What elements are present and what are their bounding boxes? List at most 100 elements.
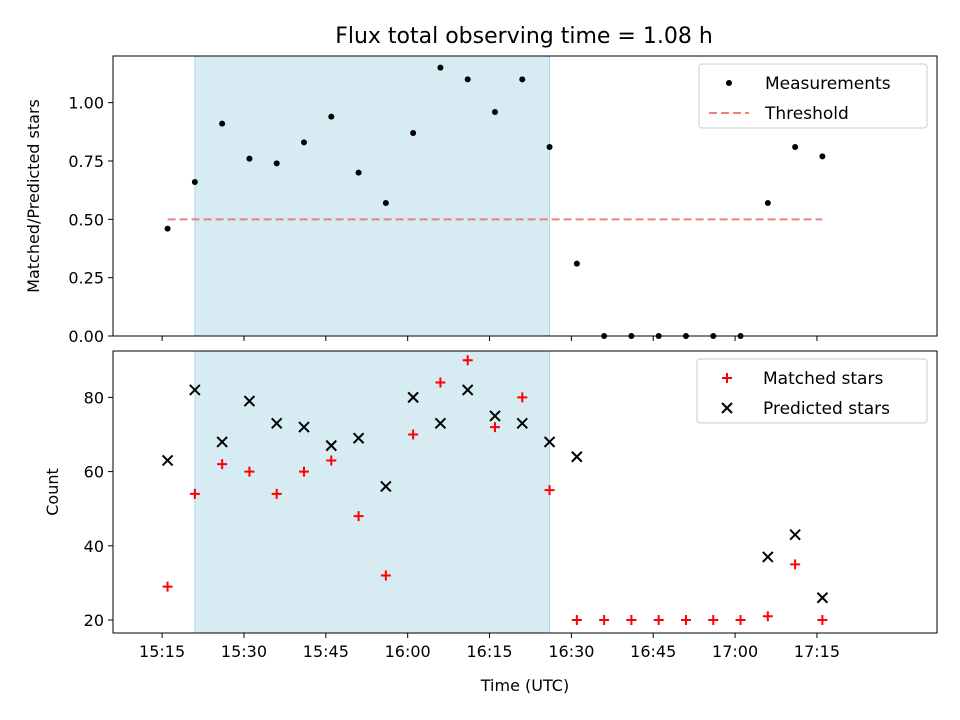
matched-point (489, 422, 500, 433)
y-tick-label: 20 (84, 611, 104, 630)
predicted-point (789, 528, 801, 541)
y-tick-label: 0.75 (68, 152, 104, 171)
measurement-point (164, 225, 171, 232)
measurement-point (219, 120, 226, 127)
measurement-point (819, 153, 826, 160)
y-tick-label: 40 (84, 537, 104, 556)
measurement-point (246, 155, 253, 162)
predicted-point (489, 410, 501, 422)
y-tick-label: 0.00 (68, 327, 104, 346)
legend-matched-marker (722, 373, 732, 383)
matched-point (735, 615, 746, 626)
measurement-point (410, 130, 417, 136)
measurement-point (328, 113, 335, 120)
predicted-point (380, 480, 392, 493)
matched-point (408, 429, 419, 440)
measurement-point (464, 76, 471, 83)
x-tick-label: 17:00 (712, 642, 758, 661)
legend-label: Predicted stars (763, 399, 890, 419)
x-tick-label: 15:30 (221, 642, 267, 661)
matched-point (244, 466, 255, 477)
matched-point (298, 466, 309, 477)
predicted-point (434, 417, 447, 430)
matched-point (790, 559, 801, 570)
legend-label: Matched stars (763, 369, 883, 389)
matched-point (599, 615, 610, 626)
matched-point (326, 455, 337, 466)
x-tick-label: 15:45 (303, 642, 349, 661)
matched-point (626, 615, 637, 626)
measurement-point (382, 200, 389, 206)
measurement-point (573, 260, 580, 267)
matched-point (653, 615, 664, 626)
matched-point (189, 488, 200, 499)
predicted-point (271, 417, 283, 430)
legend-box (696, 358, 928, 424)
axes-frame (112, 55, 938, 337)
y-tick-label: 1.00 (68, 94, 104, 113)
matched-point (544, 485, 555, 496)
predicted-point (216, 436, 228, 448)
y-tick-label: 0.25 (68, 269, 104, 288)
matched-point (762, 611, 773, 622)
x-tick-label: 15:15 (139, 642, 185, 661)
y-tick-label: 60 (84, 463, 104, 482)
y-tick-label: 0.50 (68, 210, 104, 229)
measurement-point (764, 200, 771, 206)
predicted-point (543, 436, 556, 448)
measurement-point (792, 144, 799, 150)
matched-point (435, 377, 446, 388)
measurement-point (300, 139, 307, 146)
matched-point (708, 615, 719, 626)
x-axis-label: Time (UTC) (480, 676, 569, 695)
chart-title: Flux total observing time = 1.08 h (335, 24, 713, 49)
x-tick-label: 16:00 (385, 642, 431, 661)
predicted-point (571, 451, 583, 463)
matched-point (817, 615, 828, 626)
matched-point (680, 615, 691, 626)
measurement-point (437, 64, 444, 71)
matched-point (571, 615, 582, 626)
predicted-point (325, 439, 337, 452)
y-tick-label: 80 (84, 388, 104, 407)
top-plot: 0.00 0.25 0.50 0.75 1.00 Matched/Predicted st… (24, 55, 938, 346)
measurement-point (355, 169, 362, 176)
y-axis-label: Matched/Predicted stars (24, 99, 43, 293)
measurement-point (273, 160, 280, 167)
shaded-interval (194, 350, 551, 634)
x-tick-label: 17:15 (794, 642, 840, 661)
matched-point (353, 511, 364, 522)
predicted-point (816, 592, 829, 604)
matched-point (517, 392, 528, 403)
matched-point (217, 459, 228, 470)
x-tick-label: 16:45 (630, 642, 676, 661)
axes-frame (112, 350, 938, 634)
matched-point (380, 570, 391, 581)
legend-label: Measurements (765, 74, 891, 94)
matched-point (162, 581, 173, 592)
legend-box (698, 63, 928, 129)
predicted-point (161, 454, 174, 467)
shaded-interval (194, 55, 551, 337)
predicted-point (461, 384, 474, 396)
measurement-point (191, 179, 198, 185)
legend-predicted-marker (721, 402, 733, 414)
x-tick-label: 16:15 (466, 642, 512, 661)
legend-label: Threshold (764, 104, 849, 124)
measurement-point (546, 144, 553, 150)
legend-measurement-marker (726, 80, 732, 86)
predicted-point (516, 417, 528, 430)
predicted-point (298, 421, 310, 433)
predicted-point (762, 551, 774, 563)
measurement-point (519, 76, 526, 83)
measurement-point (491, 109, 498, 115)
predicted-point (189, 384, 201, 396)
matched-point (462, 355, 473, 366)
matched-point (271, 488, 282, 499)
x-tick-label: 16:30 (548, 642, 594, 661)
predicted-point (243, 395, 256, 407)
predicted-point (407, 391, 419, 404)
predicted-point (352, 432, 365, 444)
y-axis-label: Count (43, 468, 62, 516)
